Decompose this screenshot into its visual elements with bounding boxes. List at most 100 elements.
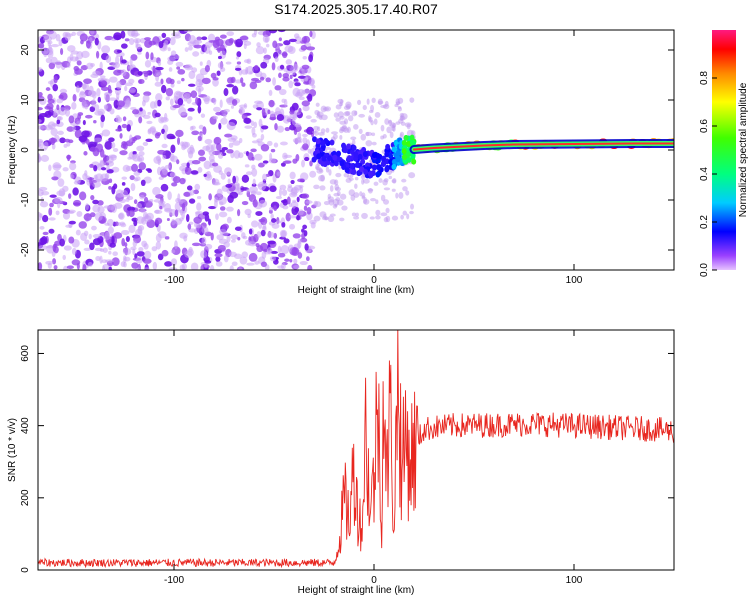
transition-point	[408, 172, 416, 179]
noise-point	[296, 196, 300, 203]
noise-point	[52, 83, 59, 92]
signal-point	[384, 158, 390, 165]
noise-point	[181, 144, 186, 151]
noise-point	[212, 182, 221, 186]
transition-point	[359, 191, 363, 197]
noise-point	[120, 229, 130, 235]
noise-point	[105, 166, 110, 170]
transition-point	[317, 126, 321, 132]
noise-point	[169, 135, 176, 140]
noise-point	[173, 54, 180, 60]
noise-point	[300, 44, 308, 51]
noise-point	[108, 97, 117, 101]
noise-point	[94, 110, 104, 116]
noise-point	[82, 120, 86, 126]
noise-point	[245, 239, 252, 246]
noise-point	[280, 245, 290, 254]
signal-point	[351, 144, 357, 151]
noise-point	[152, 36, 160, 45]
noise-point	[284, 127, 291, 132]
noise-point	[241, 232, 246, 239]
transition-point	[339, 115, 345, 120]
snr-x-tick-label: 0	[371, 575, 377, 586]
transition-point	[336, 199, 344, 206]
noise-point	[230, 105, 235, 109]
noise-point	[48, 207, 53, 216]
noise-point	[84, 103, 89, 110]
signal-point	[388, 152, 394, 159]
noise-point	[262, 34, 270, 43]
noise-point	[66, 126, 75, 132]
noise-point	[112, 61, 121, 69]
noise-point	[130, 136, 138, 142]
noise-point	[164, 261, 173, 267]
noise-point	[45, 57, 52, 64]
noise-point	[40, 235, 48, 245]
transition-point	[350, 136, 357, 141]
noise-point	[283, 238, 290, 244]
noise-point	[90, 73, 99, 79]
noise-point	[118, 212, 125, 220]
noise-point	[163, 131, 168, 140]
noise-point	[142, 258, 152, 264]
noise-point	[238, 106, 244, 115]
noise-point	[114, 202, 123, 209]
noise-point	[298, 107, 302, 114]
noise-point	[109, 76, 118, 83]
noise-point	[202, 95, 211, 102]
noise-point	[223, 254, 229, 263]
transition-point	[320, 128, 326, 134]
noise-point	[180, 112, 188, 116]
transition-point	[360, 133, 367, 141]
noise-point	[143, 267, 150, 270]
transition-point	[400, 214, 404, 220]
noise-point	[171, 32, 180, 37]
noise-point	[302, 56, 307, 60]
noise-point	[221, 231, 229, 237]
colorbar-tick-label: 0.6	[699, 119, 710, 133]
noise-point	[268, 99, 275, 108]
snr-frame	[37, 329, 675, 571]
noise-point	[255, 243, 260, 248]
noise-point	[62, 212, 71, 220]
noise-point	[47, 93, 53, 101]
noise-point	[235, 67, 242, 71]
noise-point	[85, 203, 89, 211]
noise-point	[265, 77, 271, 83]
noise-point	[44, 124, 53, 131]
noise-point	[45, 260, 54, 265]
snr-plot	[38, 330, 674, 569]
transition-point	[361, 212, 368, 220]
transition-point	[388, 175, 393, 180]
noise-point	[262, 222, 267, 230]
noise-point	[71, 247, 77, 256]
noise-point	[145, 51, 150, 60]
noise-point	[92, 199, 99, 205]
noise-point	[91, 225, 97, 231]
noise-point	[209, 264, 215, 270]
transition-point	[385, 215, 391, 223]
noise-point	[174, 202, 181, 212]
noise-point	[188, 45, 193, 51]
noise-point	[257, 181, 267, 191]
noise-point	[39, 97, 47, 106]
snr-x-label: Height of straight line (km)	[298, 585, 415, 596]
signal-point	[391, 163, 397, 170]
noise-point	[284, 258, 290, 262]
noise-point	[257, 162, 265, 168]
noise-point	[154, 100, 158, 109]
noise-point	[271, 62, 276, 71]
noise-point	[304, 243, 309, 251]
noise-point	[167, 47, 171, 52]
noise-point	[72, 94, 77, 102]
noise-point	[304, 76, 309, 82]
noise-point	[38, 42, 45, 49]
signal-point	[316, 153, 322, 160]
transition-point	[401, 178, 407, 183]
noise-point	[288, 38, 297, 43]
signal-point	[401, 154, 407, 161]
noise-point	[75, 229, 81, 236]
noise-point	[144, 213, 149, 220]
noise-point	[289, 171, 296, 180]
noise-point	[100, 114, 105, 123]
